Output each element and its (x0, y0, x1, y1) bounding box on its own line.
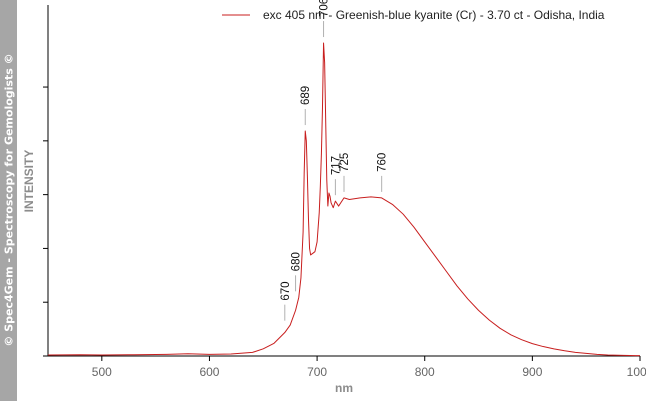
x-tick-label: 600 (199, 365, 219, 379)
annotation-label: 717 (330, 156, 342, 175)
plot-axes (47, 5, 640, 357)
annotation-label: 725 (339, 153, 351, 172)
annotation-label: 760 (377, 153, 389, 172)
x-tick-label: 700 (307, 365, 327, 379)
y-axis-title: INTENSITY (22, 150, 36, 213)
x-tick-label: 500 (92, 365, 112, 379)
legend-label: exc 405 nm - Greenish-blue kyanite (Cr) … (263, 8, 605, 22)
legend: exc 405 nm - Greenish-blue kyanite (Cr) … (222, 8, 605, 22)
axis-ticks: 500 600 700 800 900 1000 (43, 86, 646, 379)
x-tick-label: 1000 (627, 365, 646, 379)
x-tick-label: 900 (522, 365, 542, 379)
annotation-label: 670 (280, 281, 292, 300)
watermark-sidebar: © Spec4Gem - Spectroscopy for Gemologist… (0, 0, 17, 401)
x-tick-label: 800 (415, 365, 435, 379)
annotation-label: 680 (291, 252, 303, 271)
annotation-label: 706 (319, 0, 331, 17)
annotation-label: 689 (300, 86, 312, 105)
x-axis-title: nm (335, 381, 353, 395)
series-line (47, 42, 641, 357)
